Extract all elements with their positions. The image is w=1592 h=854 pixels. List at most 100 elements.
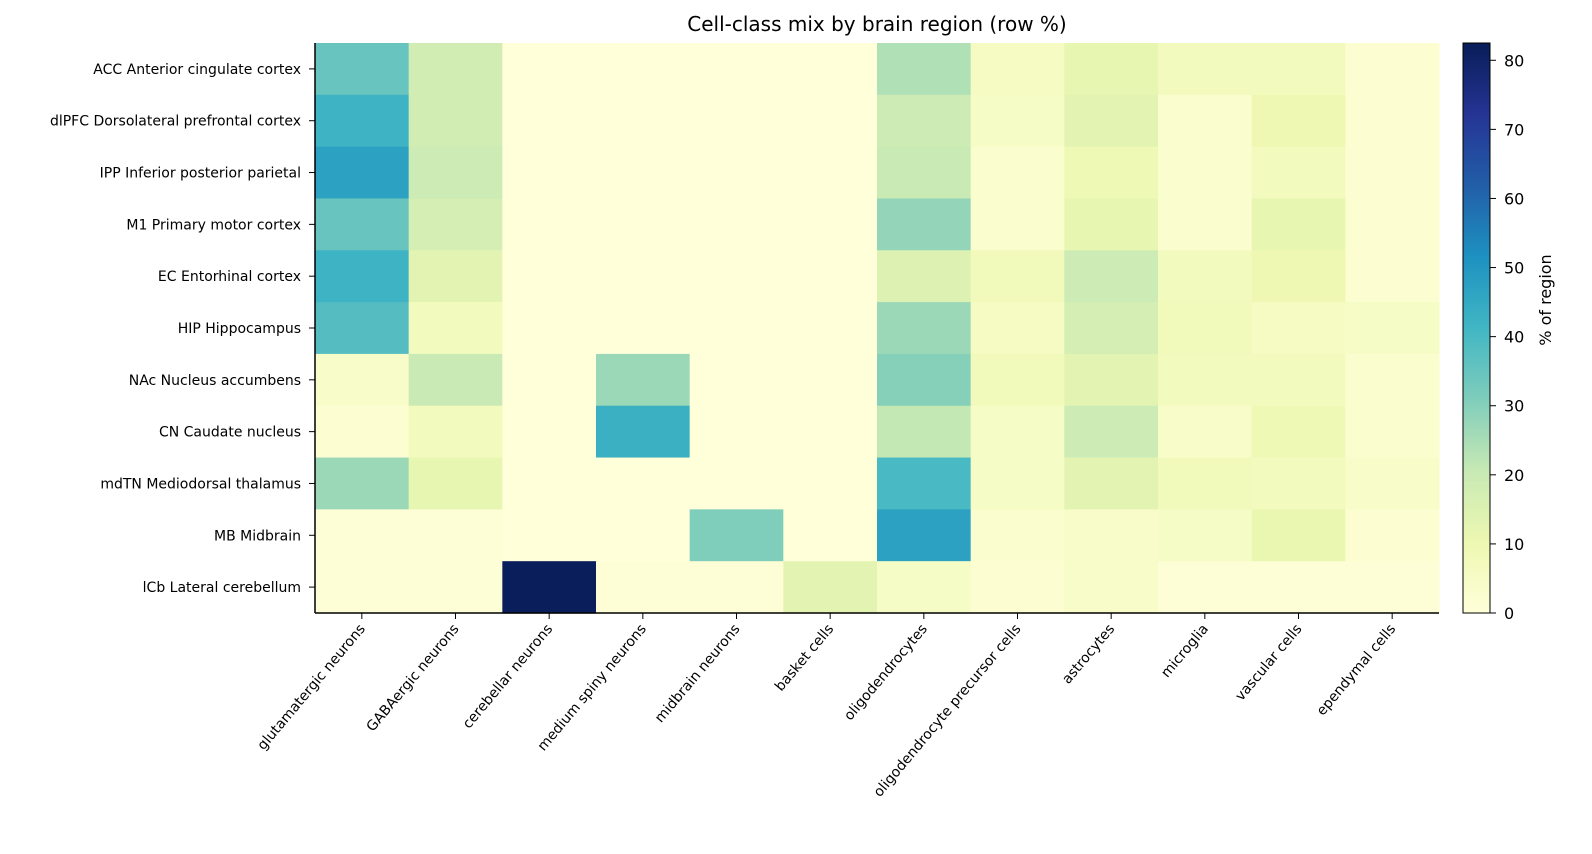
heatmap-cell — [1251, 94, 1346, 148]
heatmap-cell — [502, 250, 597, 303]
heatmap-cell — [1251, 405, 1346, 459]
heatmap-cell — [689, 94, 784, 148]
heatmap-cell — [689, 250, 784, 303]
column-label: midbrain neurons — [652, 621, 744, 726]
heatmap-cell — [1064, 43, 1159, 96]
heatmap-cell — [877, 509, 972, 562]
heatmap-cell — [970, 198, 1065, 251]
heatmap-cell — [1064, 509, 1159, 562]
heatmap-cell — [502, 509, 597, 562]
heatmap-cell — [689, 561, 784, 614]
column-label: medium spiny neurons — [535, 621, 650, 754]
heatmap-cell — [408, 43, 503, 96]
heatmap-cell — [1251, 250, 1346, 303]
heatmap-cell — [596, 94, 691, 148]
heatmap-cell — [315, 302, 410, 355]
heatmap-cells — [315, 43, 1440, 614]
heatmap-cell — [315, 405, 410, 459]
heatmap-cell — [502, 405, 597, 459]
heatmap-cell — [783, 43, 878, 96]
heatmap-cell — [408, 302, 503, 355]
heatmap-cell — [970, 457, 1065, 510]
heatmap-cell — [877, 146, 972, 200]
heatmap-cell — [1345, 146, 1440, 200]
row-label: CN Caudate nucleus — [159, 425, 301, 441]
heatmap-cell — [596, 509, 691, 562]
colorbar-tick-label: 80 — [1504, 51, 1524, 70]
heatmap-cell — [1158, 457, 1253, 510]
heatmap-cell — [502, 457, 597, 510]
heatmap-cell — [877, 353, 972, 407]
column-label: cerebellar neurons — [460, 621, 556, 732]
heatmap-cell — [877, 198, 972, 251]
heatmap-cell — [1345, 457, 1440, 510]
heatmap-cell — [689, 146, 784, 200]
heatmap-cell — [502, 353, 597, 407]
heatmap-cell — [1158, 509, 1253, 562]
heatmap-cell — [1345, 94, 1440, 148]
heatmap-cell — [1251, 198, 1346, 251]
heatmap-cell — [1158, 146, 1253, 200]
heatmap-cell — [689, 302, 784, 355]
colorbar-tick-label: 20 — [1504, 466, 1524, 485]
heatmap-cell — [1158, 405, 1253, 459]
heatmap-cell — [596, 405, 691, 459]
heatmap-cell — [315, 198, 410, 251]
heatmap-cell — [877, 457, 972, 510]
heatmap-cell — [315, 509, 410, 562]
row-label: HIP Hippocampus — [178, 321, 301, 337]
heatmap-cell — [502, 302, 597, 355]
colorbar-tick-label: 60 — [1504, 189, 1524, 208]
heatmap-cell — [596, 302, 691, 355]
heatmap-cell — [1345, 561, 1440, 614]
heatmap-cell — [877, 43, 972, 96]
heatmap-cell — [596, 250, 691, 303]
heatmap-cell — [1251, 146, 1346, 200]
plot-axes — [314, 43, 1439, 614]
column-label: basket cells — [772, 621, 837, 694]
heatmap-cell — [502, 43, 597, 96]
row-label: lCb Lateral cerebellum — [143, 580, 301, 596]
heatmap-cell — [689, 457, 784, 510]
row-label: MB Midbrain — [214, 528, 301, 544]
row-label: M1 Primary motor cortex — [126, 217, 301, 233]
heatmap-cell — [502, 146, 597, 200]
heatmap-cell — [315, 146, 410, 200]
heatmap-cell — [877, 561, 972, 614]
column-label: vascular cells — [1232, 621, 1305, 704]
heatmap-cell — [1345, 509, 1440, 562]
heatmap-cell — [1158, 302, 1253, 355]
heatmap-cell — [1064, 198, 1159, 251]
column-label: microglia — [1158, 621, 1212, 681]
heatmap-cell — [596, 146, 691, 200]
colorbar-tick-label: 10 — [1504, 535, 1524, 554]
heatmap-cell — [596, 198, 691, 251]
heatmap-cell — [502, 198, 597, 251]
colorbar-label: % of region — [1536, 254, 1555, 345]
heatmap-cell — [315, 43, 410, 96]
heatmap-cell — [596, 353, 691, 407]
row-label: mdTN Mediodorsal thalamus — [100, 476, 301, 492]
heatmap-cell — [877, 94, 972, 148]
heatmap-cell — [408, 198, 503, 251]
heatmap-cell — [970, 146, 1065, 200]
heatmap-cell — [783, 302, 878, 355]
heatmap-cell — [1345, 43, 1440, 96]
row-label: ACC Anterior cingulate cortex — [93, 62, 301, 78]
heatmap-cell — [315, 457, 410, 510]
heatmap-cell — [1251, 561, 1346, 614]
heatmap-cell — [502, 94, 597, 148]
heatmap-cell — [315, 353, 410, 407]
heatmap-cell — [1158, 94, 1253, 148]
heatmap-cell — [1064, 250, 1159, 303]
heatmap-cell — [970, 561, 1065, 614]
heatmap-cell — [1345, 198, 1440, 251]
heatmap-cell — [783, 561, 878, 614]
colorbar-tick-label: 30 — [1504, 397, 1524, 416]
heatmap-cell — [408, 561, 503, 614]
heatmap-cell — [315, 250, 410, 303]
heatmap-cell — [970, 405, 1065, 459]
heatmap-cell — [1064, 302, 1159, 355]
